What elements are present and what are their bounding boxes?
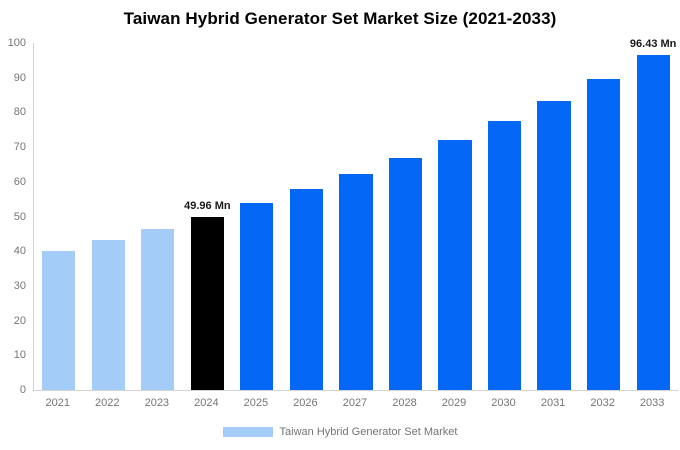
bar-slot xyxy=(84,43,134,390)
legend: Taiwan Hybrid Generator Set Market xyxy=(0,426,680,438)
y-tick-label: 10 xyxy=(13,349,26,362)
y-tick-label: 0 xyxy=(19,384,26,396)
bar-slot xyxy=(232,43,282,390)
bar-2032 xyxy=(587,78,621,390)
bar-slot xyxy=(529,43,579,390)
x-tick-label: 2026 xyxy=(293,397,318,409)
y-tick-label: 80 xyxy=(13,106,26,119)
bar-slot: 96.43 Mn xyxy=(628,38,678,390)
legend-swatch xyxy=(222,427,273,437)
x-tick-label: 2031 xyxy=(540,397,566,409)
y-tick-label: 60 xyxy=(13,175,26,188)
bar-2024 xyxy=(190,216,224,390)
x-tick-label: 2021 xyxy=(45,397,70,409)
x-tick-label: 2025 xyxy=(243,397,269,409)
bar-slot xyxy=(579,43,629,390)
bar-slot xyxy=(430,43,480,390)
bar-2021 xyxy=(42,250,76,390)
bar-2029 xyxy=(438,139,472,390)
x-tick-label: 2029 xyxy=(441,397,467,409)
bar-slot xyxy=(133,43,183,390)
bar-slot xyxy=(282,43,332,390)
x-tick-label: 2022 xyxy=(95,397,120,409)
bar-2023 xyxy=(141,229,175,390)
bar-slot xyxy=(34,43,84,390)
x-tick-label: 2030 xyxy=(491,397,516,409)
y-axis: 0 10 20 30 40 50 60 70 80 90 100 xyxy=(0,37,29,396)
x-tick-label: 2028 xyxy=(392,397,417,409)
y-tick-label: 50 xyxy=(13,210,26,223)
bar-slot xyxy=(331,43,381,390)
bar-2028 xyxy=(388,157,423,390)
bar-slot xyxy=(480,43,530,390)
bar-2022 xyxy=(91,240,125,390)
bar-2026 xyxy=(289,189,323,390)
chart-title: Taiwan Hybrid Generator Set Market Size … xyxy=(123,9,557,28)
bar-slot xyxy=(381,43,431,390)
legend-label: Taiwan Hybrid Generator Set Market xyxy=(279,426,458,438)
x-tick-label: 2027 xyxy=(342,397,368,409)
x-tick-label: 2033 xyxy=(639,397,665,409)
bar-2030 xyxy=(487,121,522,390)
bar-2027 xyxy=(339,174,373,390)
x-tick-label: 2024 xyxy=(194,397,219,409)
y-tick-label: 30 xyxy=(13,279,26,292)
bar-2031 xyxy=(537,100,571,390)
bar-annotation: 96.43 Mn xyxy=(629,38,677,51)
x-tick-label: 2023 xyxy=(144,397,170,409)
x-tick-label: 2032 xyxy=(590,397,615,409)
x-axis: 2021 2022 2023 2024 2025 2026 2027 2028 2029 2030… xyxy=(33,397,677,409)
y-tick-label: 20 xyxy=(13,314,26,327)
bar-annotation: 49.96 Mn xyxy=(184,199,231,212)
bar-2025 xyxy=(240,203,274,390)
bar-slot: 49.96 Mn xyxy=(183,43,233,390)
bar-2033 xyxy=(636,55,670,390)
y-tick-label: 40 xyxy=(13,245,26,258)
y-tick-label: 90 xyxy=(13,71,26,84)
plot-area: 49.96 Mn 96.43 Mn xyxy=(33,38,678,391)
y-tick-label: 100 xyxy=(7,37,26,49)
y-tick-label: 70 xyxy=(13,141,26,154)
